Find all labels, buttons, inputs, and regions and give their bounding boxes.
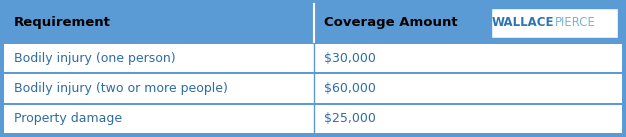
Text: Bodily injury (one person): Bodily injury (one person) [14,52,176,65]
Bar [4,44,622,72]
Text: Bodily injury (two or more people): Bodily injury (two or more people) [14,82,228,95]
Bar [4,105,622,133]
Text: $60,000: $60,000 [324,82,376,95]
Text: PIERCE: PIERCE [555,16,595,29]
Text: Requirement: Requirement [14,16,111,29]
Text: WALLACE: WALLACE [492,16,555,29]
Text: $30,000: $30,000 [324,52,376,65]
Text: $25,000: $25,000 [324,112,376,125]
Bar [4,74,622,103]
Text: Property damage: Property damage [14,112,122,125]
Bar [491,8,618,38]
Text: Coverage Amount: Coverage Amount [324,16,458,29]
Bar [4,4,622,42]
